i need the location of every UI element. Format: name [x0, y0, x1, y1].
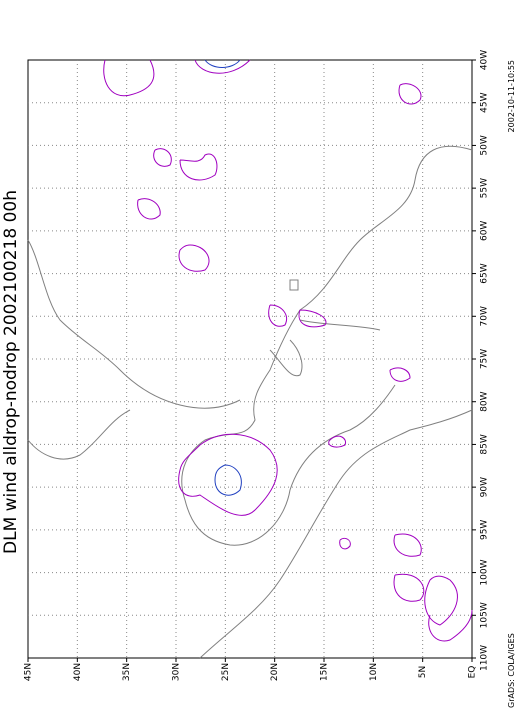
- lat-label: 25N: [221, 663, 231, 681]
- lat-label: 40N: [73, 663, 83, 681]
- lat-label: 15N: [320, 663, 330, 681]
- lon-label: 85W: [480, 434, 490, 454]
- lon-label: 50W: [480, 135, 490, 155]
- lon-label: 55W: [480, 178, 490, 198]
- graticule: [28, 60, 472, 658]
- lon-label: 100W: [480, 559, 490, 585]
- lon-label: 65W: [480, 263, 490, 283]
- lon-label: 75W: [480, 349, 490, 369]
- plot-title: DLM wind alldrop-nodrop 2002100218 00h: [1, 190, 21, 554]
- coastlines: [27, 145, 473, 659]
- lon-label: 70W: [480, 306, 490, 326]
- timestamp: 2002-10-11-10:55: [507, 60, 516, 132]
- lat-label: 10N: [369, 663, 379, 681]
- map-frame: [27, 59, 473, 659]
- lon-label: 40W: [480, 50, 490, 70]
- lon-label: 45W: [480, 92, 490, 112]
- lat-label: 35N: [122, 663, 132, 681]
- difference-contours: [103, 59, 473, 642]
- lon-label: 110W: [480, 645, 490, 671]
- lat-label: 20N: [270, 663, 280, 681]
- lon-label: 80W: [480, 391, 490, 411]
- lon-label: 60W: [480, 221, 490, 241]
- lat-label: 5N: [418, 666, 428, 678]
- lat-label: EQ: [468, 666, 478, 679]
- lat-label: 30N: [172, 663, 182, 681]
- lon-label: 90W: [480, 477, 490, 497]
- lon-label: 95W: [480, 520, 490, 540]
- lon-label: 105W: [480, 602, 490, 628]
- lat-label: 45N: [24, 663, 34, 681]
- credit: GrADS: COLA/IGES: [507, 633, 516, 708]
